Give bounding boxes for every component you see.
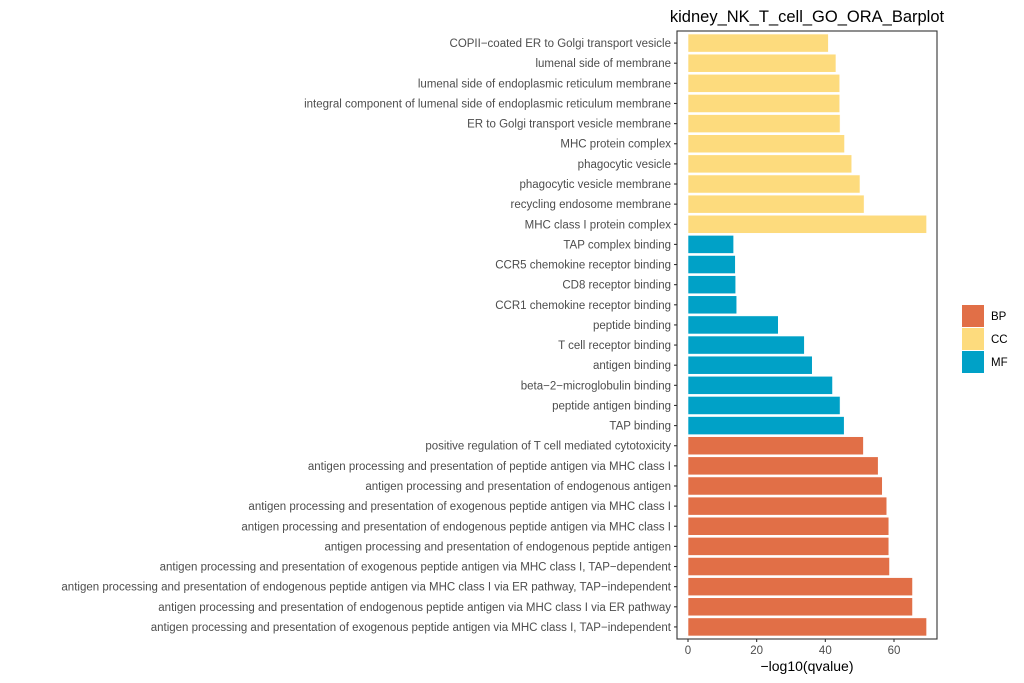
bar-mf bbox=[687, 396, 841, 415]
bar-bp bbox=[687, 577, 913, 597]
bar-mf bbox=[687, 255, 736, 274]
y-tick-label: MHC protein complex bbox=[560, 139, 671, 151]
bar-cc bbox=[687, 73, 841, 93]
y-tick-label: lumenal side of membrane bbox=[535, 58, 671, 70]
y-tick-label: antigen processing and presentation of e… bbox=[365, 481, 671, 493]
y-tick-label: CCR5 chemokine receptor binding bbox=[495, 260, 671, 272]
y-tick-label: peptide antigen binding bbox=[552, 400, 671, 412]
legend: BP CC MF bbox=[962, 305, 1008, 373]
bar-mf bbox=[687, 295, 738, 315]
y-tick-label: peptide binding bbox=[593, 320, 671, 332]
y-tick-label: antigen processing and presentation of e… bbox=[324, 541, 671, 553]
bar-cc bbox=[687, 33, 829, 53]
bar-cc bbox=[687, 94, 841, 113]
bar-mf bbox=[687, 315, 779, 335]
legend-label-cc: CC bbox=[991, 334, 1008, 346]
bar-mf bbox=[687, 235, 734, 254]
y-tick-label: antigen processing and presentation of p… bbox=[308, 461, 671, 473]
bar-mf bbox=[687, 355, 813, 375]
y-tick-label: positive regulation of T cell mediated c… bbox=[425, 441, 671, 453]
legend-label-mf: MF bbox=[991, 357, 1008, 369]
x-tick-label: 60 bbox=[888, 645, 901, 657]
y-tick-label: phagocytic vesicle bbox=[578, 159, 671, 171]
bar-bp bbox=[687, 516, 890, 536]
x-tick-label: 40 bbox=[819, 645, 832, 657]
legend-swatch-bp bbox=[962, 305, 984, 327]
bar-mf bbox=[687, 335, 805, 355]
y-tick-label: TAP complex binding bbox=[563, 239, 671, 251]
bar-cc bbox=[687, 214, 927, 234]
bar-cc bbox=[687, 154, 853, 174]
legend-label-bp: BP bbox=[991, 311, 1007, 323]
bars-layer bbox=[687, 33, 927, 637]
y-tick-label: beta−2−microglobulin binding bbox=[521, 380, 671, 392]
y-tick-label: antigen processing and presentation of e… bbox=[160, 562, 672, 574]
x-axis-title: −log10(qvalue) bbox=[760, 658, 853, 674]
y-tick-label: integral component of lumenal side of en… bbox=[304, 98, 671, 110]
legend-swatch-mf bbox=[962, 351, 984, 373]
bar-bp bbox=[687, 617, 927, 637]
y-tick-label: CD8 receptor binding bbox=[562, 280, 671, 292]
y-tick-label: antigen processing and presentation of e… bbox=[151, 622, 672, 634]
bar-bp bbox=[687, 496, 888, 516]
bar-cc bbox=[687, 174, 861, 194]
y-tick-label: antigen processing and presentation of e… bbox=[241, 521, 671, 533]
y-tick-label: COPII−coated ER to Golgi transport vesic… bbox=[450, 38, 671, 50]
y-axis: COPII−coated ER to Golgi transport vesic… bbox=[61, 38, 677, 634]
y-tick-label: lumenal side of endoplasmic reticulum me… bbox=[418, 78, 671, 90]
bar-mf bbox=[687, 416, 845, 435]
x-tick-label: 0 bbox=[685, 645, 691, 657]
bar-cc bbox=[687, 114, 841, 133]
y-tick-label: ER to Golgi transport vesicle membrane bbox=[467, 119, 671, 131]
y-tick-label: MHC class I protein complex bbox=[525, 219, 672, 231]
y-tick-label: phagocytic vesicle membrane bbox=[520, 179, 672, 191]
bar-bp bbox=[687, 597, 913, 617]
bar-mf bbox=[687, 275, 737, 295]
bar-bp bbox=[687, 476, 883, 496]
bar-cc bbox=[687, 134, 845, 154]
chart-title: kidney_NK_T_cell_GO_ORA_Barplot bbox=[670, 8, 945, 26]
bar-bp bbox=[687, 557, 890, 576]
y-tick-label: antigen processing and presentation of e… bbox=[61, 582, 671, 594]
y-tick-label: CCR1 chemokine receptor binding bbox=[495, 300, 671, 312]
y-tick-label: antigen processing and presentation of e… bbox=[248, 501, 671, 513]
bar-bp bbox=[687, 436, 864, 456]
legend-swatch-cc bbox=[962, 328, 984, 350]
bar-bp bbox=[687, 456, 879, 476]
bar-mf bbox=[687, 375, 833, 395]
bar-bp bbox=[687, 537, 890, 556]
x-axis: 0 20 40 60 bbox=[685, 639, 901, 657]
bar-cc bbox=[687, 53, 837, 73]
x-tick-label: 20 bbox=[750, 645, 763, 657]
y-tick-label: T cell receptor binding bbox=[558, 340, 671, 352]
plot-panel-border bbox=[676, 30, 938, 640]
y-tick-label: TAP binding bbox=[609, 421, 671, 433]
y-tick-label: recycling endosome membrane bbox=[511, 199, 671, 211]
y-tick-label: antigen processing and presentation of e… bbox=[158, 602, 671, 614]
bar-cc bbox=[687, 194, 865, 214]
y-tick-label: antigen binding bbox=[593, 360, 671, 372]
